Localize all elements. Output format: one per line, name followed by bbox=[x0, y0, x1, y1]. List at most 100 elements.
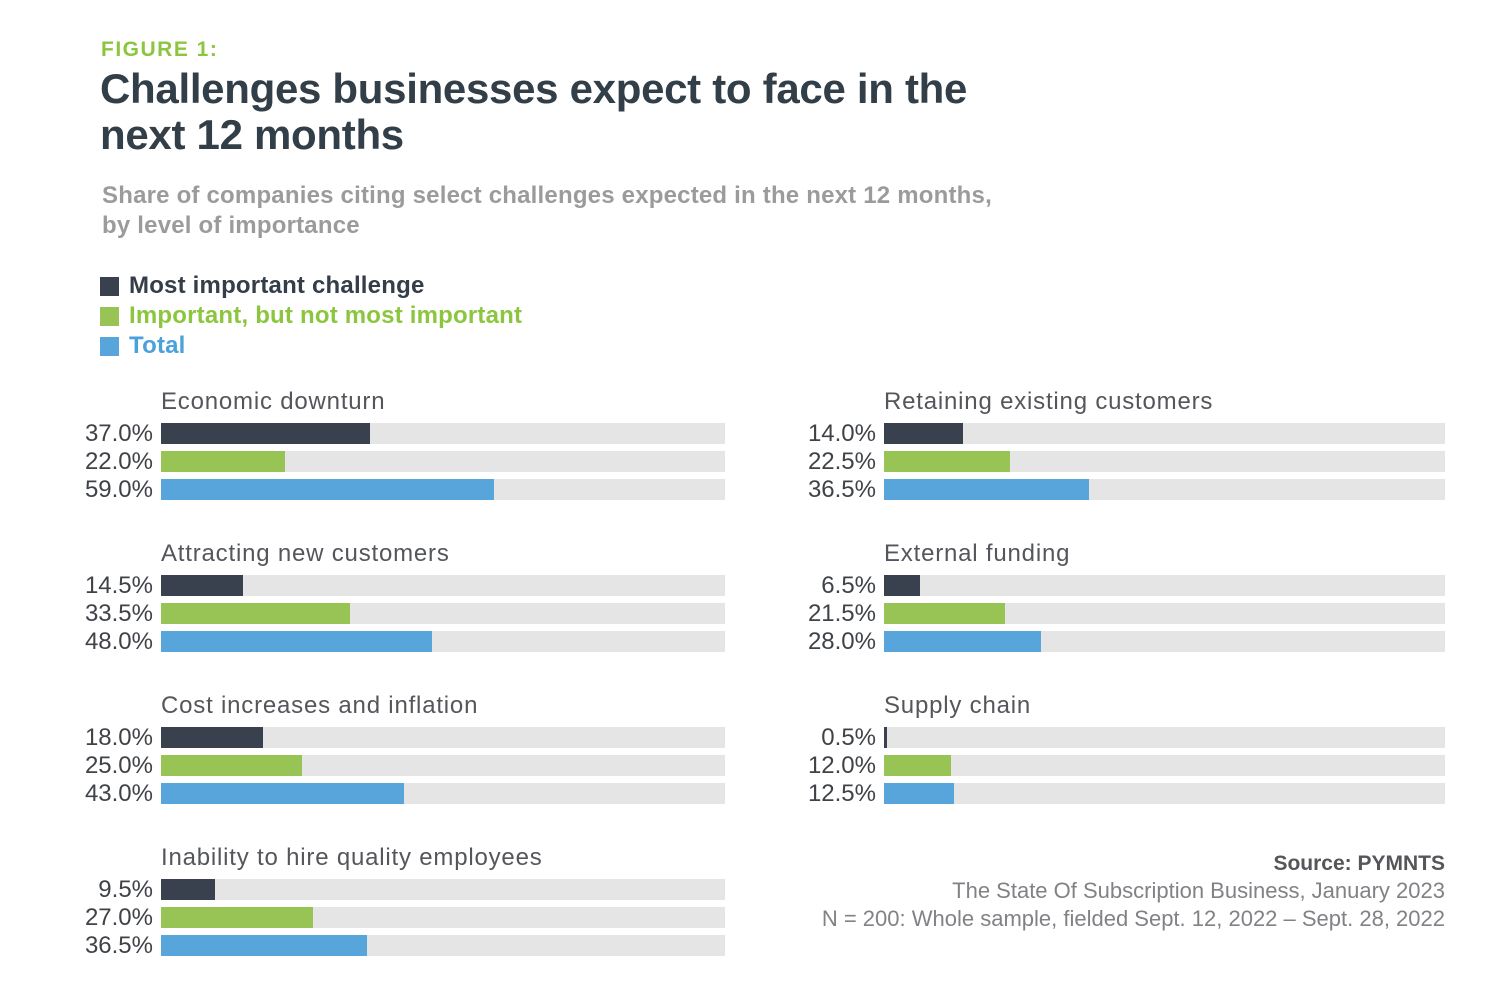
bar-row: 21.5% bbox=[788, 600, 1445, 627]
legend-label: Important, but not most important bbox=[129, 302, 523, 329]
page-title: Challenges businesses expect to face in … bbox=[100, 66, 967, 158]
bar-row: 28.0% bbox=[788, 628, 1445, 655]
value-label: 33.5% bbox=[84, 600, 153, 627]
chart-column-right: Retaining existing customers 14.0% 22.5%… bbox=[788, 388, 1445, 844]
legend-swatch-dark bbox=[100, 276, 119, 296]
chart-column-left: Economic downturn 37.0% 22.0% 59.0% Attr… bbox=[65, 388, 725, 996]
value-label: 27.0% bbox=[84, 904, 153, 931]
legend-swatch-blue bbox=[100, 336, 119, 356]
source-report-title: The State Of Subscription Business, Janu… bbox=[952, 878, 1445, 903]
bar-row: 14.0% bbox=[788, 420, 1445, 447]
value-label: 37.0% bbox=[84, 420, 153, 447]
bar-track bbox=[884, 783, 1445, 804]
bar-most-important bbox=[161, 575, 243, 596]
bar-track bbox=[884, 603, 1445, 624]
bar-track bbox=[161, 479, 725, 500]
bar-row: 14.5% bbox=[65, 574, 725, 598]
bar-track bbox=[884, 575, 1445, 596]
bar-total bbox=[161, 783, 404, 804]
source-sample-note: N = 200: Whole sample, fielded Sept. 12,… bbox=[821, 906, 1445, 931]
chart-subtitle: Share of companies citing select challen… bbox=[102, 181, 992, 241]
value-label: 0.5% bbox=[821, 724, 876, 751]
bar-most-important bbox=[884, 575, 921, 596]
group-title: Economic downturn bbox=[161, 388, 386, 415]
group-title: Attracting new customers bbox=[161, 540, 450, 567]
value-label: 22.5% bbox=[807, 448, 876, 475]
group-title: Inability to hire quality employees bbox=[161, 844, 543, 871]
bar-track bbox=[884, 423, 1445, 444]
bar-track bbox=[884, 479, 1445, 500]
bar-track bbox=[161, 783, 725, 804]
figure-label: FIGURE 1: bbox=[101, 38, 219, 61]
group-title: Cost increases and inflation bbox=[161, 692, 479, 719]
group-title: Retaining existing customers bbox=[884, 388, 1214, 415]
value-label: 14.0% bbox=[807, 420, 876, 447]
bar-track bbox=[884, 631, 1445, 652]
bar-important bbox=[884, 451, 1011, 472]
bar-row: 48.0% bbox=[65, 628, 725, 655]
value-label: 48.0% bbox=[84, 628, 153, 655]
value-label: 59.0% bbox=[84, 476, 153, 503]
legend-item-total: Total bbox=[100, 331, 522, 361]
bar-total bbox=[161, 479, 494, 500]
chart-group-external-funding: External funding 6.5% 21.5% 28.0% bbox=[788, 540, 1445, 655]
source-block: Source: PYMNTS The State Of Subscription… bbox=[822, 851, 1445, 933]
bar-important bbox=[884, 755, 952, 776]
bar-row: 27.0% bbox=[65, 904, 725, 931]
value-label: 21.5% bbox=[807, 600, 876, 627]
bar-important bbox=[884, 603, 1005, 624]
bar-track bbox=[161, 727, 725, 748]
bar-row: 18.0% bbox=[65, 724, 725, 751]
bar-track bbox=[884, 727, 1445, 748]
bar-track bbox=[161, 451, 725, 472]
bar-row: 0.5% bbox=[788, 724, 1445, 751]
value-label: 36.5% bbox=[807, 476, 876, 503]
bar-most-important bbox=[161, 879, 215, 900]
bar-track bbox=[161, 935, 725, 956]
bar-total bbox=[884, 783, 955, 804]
bar-total bbox=[884, 631, 1042, 652]
bar-track bbox=[161, 907, 725, 928]
bar-row: 12.0% bbox=[788, 752, 1445, 779]
page-title-line2: next 12 months bbox=[100, 111, 404, 158]
chart-subtitle-line1: Share of companies citing select challen… bbox=[102, 182, 992, 209]
bar-total bbox=[161, 631, 432, 652]
chart-group-attracting-new-customers: Attracting new customers 14.5% 33.5% 48.… bbox=[65, 540, 725, 655]
bar-row: 25.0% bbox=[65, 754, 725, 778]
group-title: External funding bbox=[884, 540, 1071, 567]
bar-track bbox=[884, 451, 1445, 472]
legend-label: Most important challenge bbox=[129, 272, 425, 299]
bar-track bbox=[161, 423, 725, 444]
bar-row: 36.5% bbox=[788, 476, 1445, 503]
bar-important bbox=[161, 907, 314, 928]
bar-row: 9.5% bbox=[65, 876, 725, 903]
chart-subtitle-line2: by level of importance bbox=[102, 212, 360, 239]
bar-row: 59.0% bbox=[65, 476, 725, 503]
bar-most-important bbox=[161, 423, 370, 444]
bar-row: 6.5% bbox=[788, 572, 1445, 599]
bar-row: 33.5% bbox=[65, 600, 725, 627]
source-credit: Source: PYMNTS bbox=[1273, 852, 1445, 875]
bar-important bbox=[161, 451, 286, 472]
bar-track bbox=[161, 603, 725, 624]
chart-group-supply-chain: Supply chain 0.5% 12.0% 12.5% bbox=[788, 692, 1445, 807]
bar-important bbox=[161, 603, 350, 624]
value-label: 9.5% bbox=[98, 876, 153, 903]
value-label: 12.0% bbox=[807, 752, 876, 779]
legend-item-most-important: Most important challenge bbox=[100, 271, 522, 301]
value-label: 28.0% bbox=[807, 628, 876, 655]
bar-track bbox=[161, 575, 725, 596]
bar-most-important bbox=[161, 727, 263, 748]
value-label: 6.5% bbox=[821, 572, 876, 599]
group-title: Supply chain bbox=[884, 692, 1032, 719]
page-title-line1: Challenges businesses expect to face in … bbox=[100, 65, 968, 112]
chart-group-cost-increases-inflation: Cost increases and inflation 18.0% 25.0%… bbox=[65, 692, 725, 807]
value-label: 12.5% bbox=[807, 780, 876, 807]
legend-item-important-not-most: Important, but not most important bbox=[100, 301, 522, 331]
bar-important bbox=[161, 755, 302, 776]
value-label: 18.0% bbox=[84, 724, 153, 751]
value-label: 43.0% bbox=[84, 780, 153, 807]
bar-row: 37.0% bbox=[65, 420, 725, 447]
legend-swatch-green bbox=[100, 306, 119, 326]
